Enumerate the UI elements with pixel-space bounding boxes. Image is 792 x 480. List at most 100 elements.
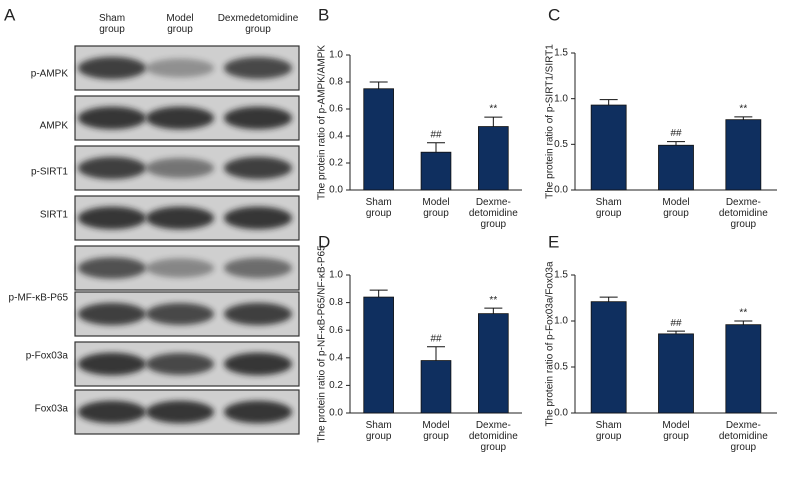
text-line: Model (662, 420, 689, 431)
y-tick-label: 0.0 (554, 408, 568, 419)
blot-band (224, 352, 292, 376)
y-tick-label: 0.8 (329, 297, 343, 308)
text-line: Sham (596, 197, 622, 208)
text-line: group (731, 442, 757, 453)
error-bar (734, 116, 753, 120)
bar (658, 144, 694, 191)
significance-label: ## (430, 129, 442, 140)
blot-band (224, 400, 292, 424)
text-line: Model (422, 420, 449, 431)
text-line: Sham (596, 420, 622, 431)
blot-band (78, 106, 146, 130)
text-line: Model (662, 197, 689, 208)
row-label: p-SIRT1 (31, 167, 68, 178)
bar (725, 324, 762, 414)
bar (420, 360, 452, 414)
blot-band (224, 57, 292, 79)
text-line: group (99, 24, 125, 35)
y-tick-label: 0.8 (329, 77, 343, 88)
text-line: group (366, 431, 392, 442)
significance-label: ** (489, 104, 497, 115)
text-line: Dexme- (726, 197, 761, 208)
blot-band (78, 206, 146, 230)
y-tick-label: 0.2 (329, 158, 343, 169)
x-tick-label: Model group (422, 420, 449, 442)
x-tick-label: Dexme-detomidine group (719, 197, 768, 230)
x-tick-label: Sham group (596, 420, 622, 442)
blot-band (78, 156, 146, 180)
bar (725, 119, 762, 191)
panel-label: E (548, 232, 559, 251)
blot-band (146, 158, 214, 178)
text-line: group (423, 431, 449, 442)
x-tick-label: Dexme-detomidine group (469, 420, 518, 453)
text-line: Model (422, 197, 449, 208)
panel-label: C (548, 5, 560, 24)
bar (420, 151, 452, 191)
blot-band (146, 353, 214, 375)
blot-band (224, 106, 292, 130)
y-axis-label: The protein ratio of p-NF-κB-P65/NF-κB-P… (317, 245, 328, 443)
column-header: Dexmedetomidine group (218, 13, 299, 35)
error-bar (599, 99, 618, 106)
blot-band (78, 257, 146, 279)
blot-band (146, 258, 214, 278)
text-line: group (596, 431, 622, 442)
error-bar (427, 142, 445, 153)
x-tick-label: Model group (422, 197, 449, 219)
row-label: p-Fox03a (26, 351, 69, 362)
text-line: Dexme- (476, 197, 511, 208)
blot-band (78, 352, 146, 376)
text-line: Dexme- (726, 420, 761, 431)
blot-band (146, 400, 214, 424)
text-line: group (423, 208, 449, 219)
text-line: detomidine (469, 208, 518, 219)
y-tick-label: 0.4 (329, 352, 343, 363)
bar (478, 313, 509, 414)
error-bar (484, 307, 503, 314)
error-bar (427, 346, 445, 361)
y-axis-label: The protein ratio of p-SIRT1/SIRT1 (545, 44, 556, 199)
text-line: group (596, 208, 622, 219)
bar (590, 301, 627, 414)
significance-label: ** (489, 295, 497, 306)
significance-label: ** (739, 104, 747, 115)
y-tick-label: 1.0 (329, 270, 343, 281)
bar (363, 88, 394, 191)
x-tick-label: Model group (662, 197, 689, 219)
blot-band (224, 156, 292, 180)
error-bar (369, 81, 388, 89)
x-tick-label: Model group (662, 420, 689, 442)
y-tick-label: 0.4 (329, 131, 343, 142)
significance-label: ## (670, 128, 682, 139)
bar (478, 126, 509, 191)
y-tick-label: 0.5 (554, 362, 568, 373)
column-header: Model group (166, 13, 193, 35)
y-tick-label: 1.0 (554, 93, 568, 104)
bar (658, 333, 694, 414)
x-tick-label: Sham group (366, 420, 392, 442)
bar (363, 296, 394, 414)
blot-band (78, 302, 146, 326)
error-bar (484, 116, 503, 127)
blot-band (78, 56, 146, 80)
y-axis-label: The protein ratio of p-Fox03a/Fox03a (545, 261, 556, 427)
y-tick-label: 0.5 (554, 139, 568, 150)
blot-band (146, 206, 214, 230)
y-tick-label: 1.0 (329, 50, 343, 61)
error-bar (667, 141, 685, 146)
blot-band (224, 302, 292, 326)
y-tick-label: 0.2 (329, 380, 343, 391)
x-tick-label: Dexme-detomidine group (469, 197, 518, 230)
panel-label: B (318, 5, 329, 24)
row-label: AMPK (40, 121, 69, 132)
y-axis-label: The protein ratio of p-AMPK/AMPK (317, 45, 328, 200)
text-line: group (731, 219, 757, 230)
y-tick-label: 0.0 (554, 185, 568, 196)
text-line: Dexmedetomidine (218, 13, 299, 24)
y-tick-label: 1.5 (554, 270, 568, 281)
text-line: Dexme- (476, 420, 511, 431)
text-line: Sham (366, 197, 392, 208)
text-line: group (167, 24, 193, 35)
